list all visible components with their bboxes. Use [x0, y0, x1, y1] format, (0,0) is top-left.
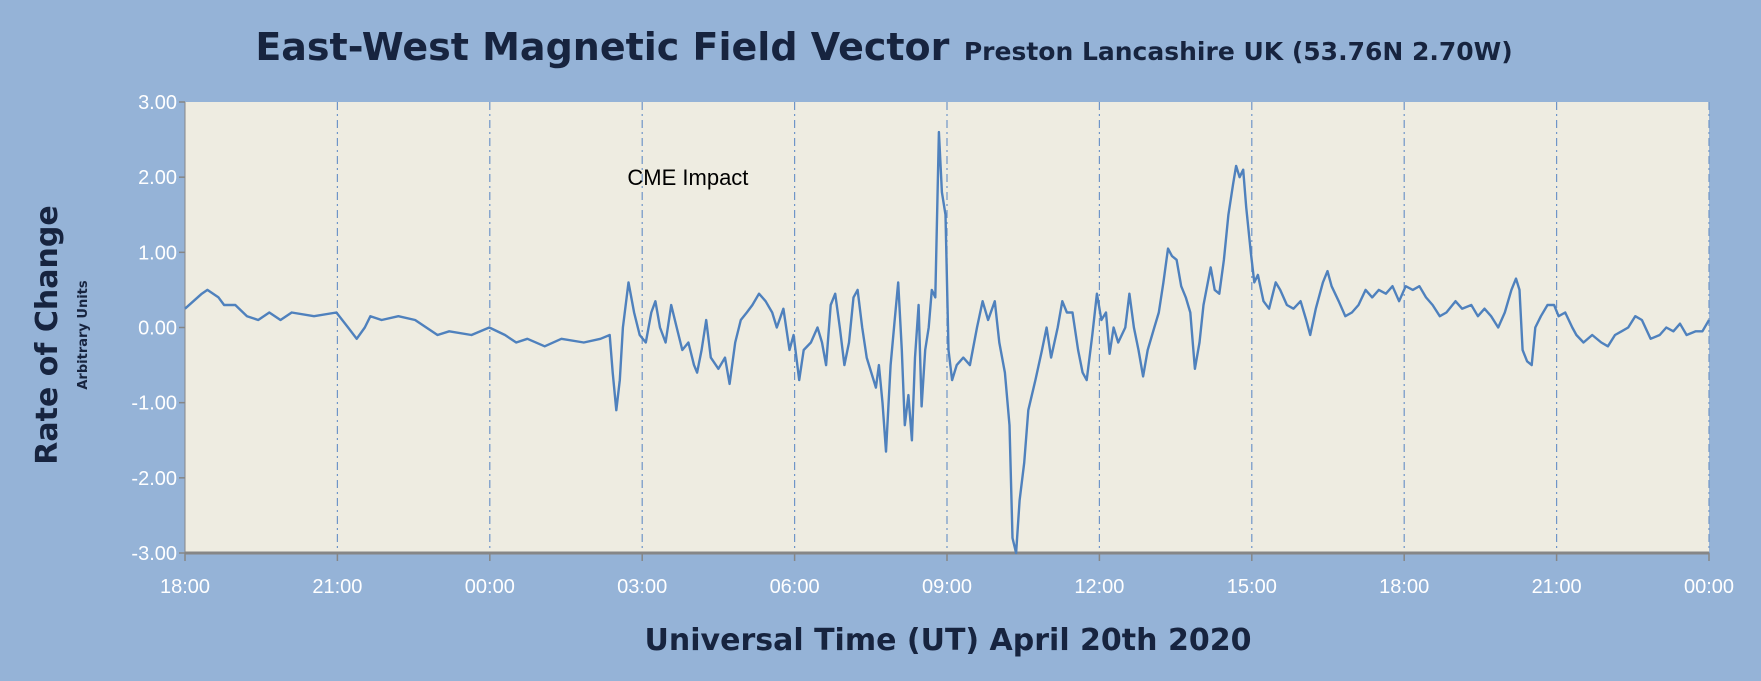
y-axis-sublabel: Arbitrary Units	[76, 280, 91, 390]
x-tick-label: 21:00	[1532, 576, 1582, 598]
y-axis-label: Rate of Change	[30, 205, 65, 464]
x-tick-label: 00:00	[1684, 576, 1734, 598]
x-tick-label: 18:00	[160, 576, 210, 598]
y-tick-label: -1.00	[131, 393, 177, 415]
series-line-east-west	[184, 130, 1711, 555]
x-tick-label: 00:00	[465, 576, 515, 598]
y-axis-ticks: 3.00 2.00 1.00 0.00 -1.00 -2.00 -3.00	[131, 92, 185, 565]
chart-subtitle: Preston Lancashire UK (53.76N 2.70W)	[964, 37, 1513, 66]
x-tick-label: 03:00	[617, 576, 667, 598]
y-tick-label: 0.00	[138, 318, 177, 340]
annotation-cme-impact: CME Impact	[627, 165, 748, 190]
chart-title-main: East-West Magnetic Field Vector	[255, 25, 949, 69]
x-tick-label: 21:00	[312, 576, 362, 598]
gridlines	[336, 102, 1710, 553]
x-axis-ticks: 18:00 21:00 00:00 03:00 06:00 09:00 12:00 15:00…	[160, 553, 1734, 598]
x-tick-label: 06:00	[770, 576, 820, 598]
y-tick-label: 1.00	[138, 242, 177, 264]
x-tick-label: 12:00	[1074, 576, 1124, 598]
x-tick-label: 18:00	[1379, 576, 1429, 598]
x-axis-label: Universal Time (UT) April 20th 2020	[645, 623, 1252, 658]
y-tick-label: -3.00	[131, 543, 177, 565]
y-tick-label: 3.00	[138, 92, 177, 114]
y-tick-label: -2.00	[131, 468, 177, 490]
x-tick-label: 15:00	[1227, 576, 1277, 598]
x-tick-label: 09:00	[922, 576, 972, 598]
y-tick-label: 2.00	[138, 167, 177, 189]
chart-title: East-West Magnetic Field Vector Preston …	[255, 25, 1512, 69]
